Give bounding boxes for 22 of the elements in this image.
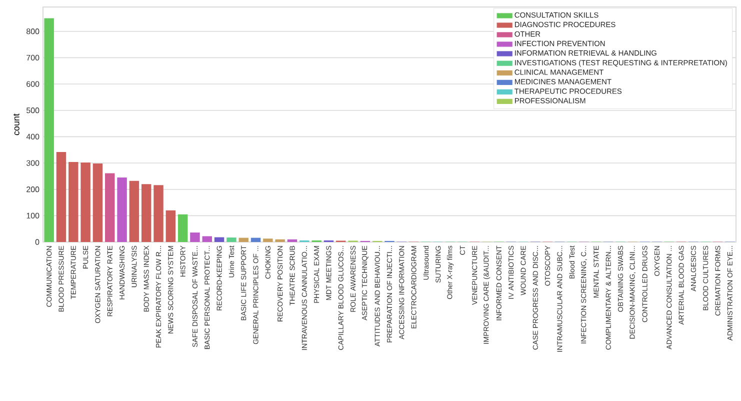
bar <box>214 237 224 242</box>
bar <box>68 162 78 242</box>
bar <box>287 239 298 242</box>
bar <box>56 152 66 242</box>
bar <box>190 232 200 242</box>
bar <box>250 238 261 242</box>
bar <box>117 177 127 242</box>
bar <box>80 162 90 242</box>
bar <box>202 236 212 242</box>
bar <box>129 180 140 242</box>
bar <box>275 239 285 242</box>
bar <box>92 164 103 242</box>
bar <box>226 238 236 242</box>
bar <box>166 210 176 242</box>
bar <box>105 173 115 242</box>
bar <box>238 238 248 242</box>
bar <box>154 185 164 242</box>
bar <box>178 214 188 242</box>
bar <box>141 184 152 242</box>
bar <box>44 18 54 242</box>
bar <box>263 238 273 242</box>
y-axis-title: count <box>13 114 20 136</box>
